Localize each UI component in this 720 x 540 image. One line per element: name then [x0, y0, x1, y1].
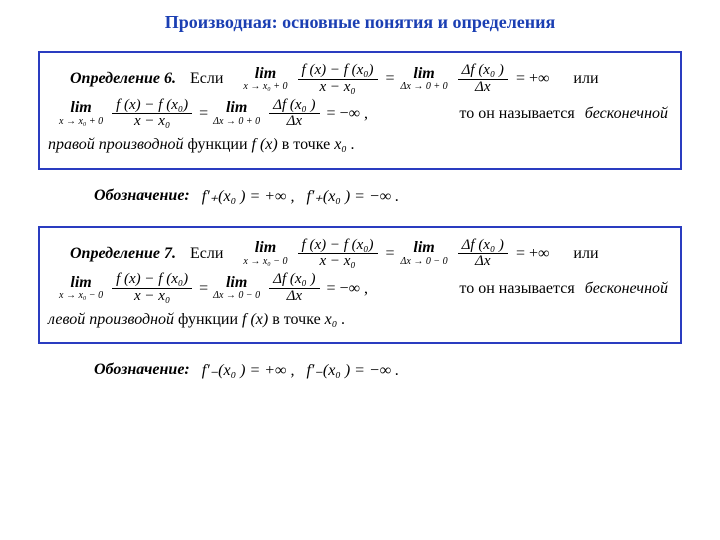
def6-line1: Определение 6. Если lim x → x₀ + 0 f (x)…	[48, 63, 668, 96]
fraction-delta: Δf (x₀ ) Δx	[458, 63, 508, 96]
limit-symbol: lim x → x₀ + 0	[243, 66, 287, 93]
fraction-main: f (x) − f (x₀) x − x₀	[112, 272, 192, 305]
limit-symbol: lim Δx → 0 + 0	[401, 66, 448, 93]
def7-line1: Определение 7. Если lim x → x₀ − 0 f (x)…	[48, 238, 668, 271]
def7-label: Определение 7.	[70, 241, 176, 267]
limit-symbol: lim x → x₀ − 0	[243, 240, 287, 267]
def6-label: Определение 6.	[70, 66, 176, 92]
def6-notation: Обозначение: f′₊(x₀ ) = +∞ , f′₊(x₀ ) = …	[94, 186, 399, 206]
def6-if: Если	[190, 66, 223, 92]
def6-line2: lim x → x₀ + 0 f (x) − f (x₀) x − x₀ = l…	[48, 98, 668, 131]
definition-6-box: Определение 6. Если lim x → x₀ + 0 f (x)…	[38, 51, 682, 170]
page: Производная: основные понятия и определе…	[0, 0, 720, 400]
page-title: Производная: основные понятия и определе…	[38, 12, 682, 33]
definition-7-box: Определение 7. Если lim x → x₀ − 0 f (x)…	[38, 226, 682, 345]
limit-symbol: lim x → x₀ − 0	[59, 275, 103, 302]
fraction-delta: Δf (x₀ ) Δx	[269, 98, 319, 131]
def7-line2: lim x → x₀ − 0 f (x) − f (x₀) x − x₀ = l…	[48, 272, 668, 305]
fraction-main: f (x) − f (x₀) x − x₀	[298, 63, 378, 96]
def7-notation: Обозначение: f′₋(x₀ ) = +∞ , f′₋(x₀ ) = …	[94, 360, 399, 380]
limit-symbol: lim x → x₀ + 0	[59, 100, 103, 127]
limit-symbol: lim Δx → 0 + 0	[213, 100, 260, 127]
limit-symbol: lim Δx → 0 − 0	[213, 275, 260, 302]
fraction-main: f (x) − f (x₀) x − x₀	[298, 238, 378, 271]
def7-line3: левой производной функции f (x) в точке …	[48, 307, 668, 333]
fraction-main: f (x) − f (x₀) x − x₀	[112, 98, 192, 131]
fraction-delta: Δf (x₀ ) Δx	[269, 272, 319, 305]
def6-line3: правой производной функции f (x) в точке…	[48, 132, 668, 158]
limit-symbol: lim Δx → 0 − 0	[401, 240, 448, 267]
fraction-delta: Δf (x₀ ) Δx	[458, 238, 508, 271]
